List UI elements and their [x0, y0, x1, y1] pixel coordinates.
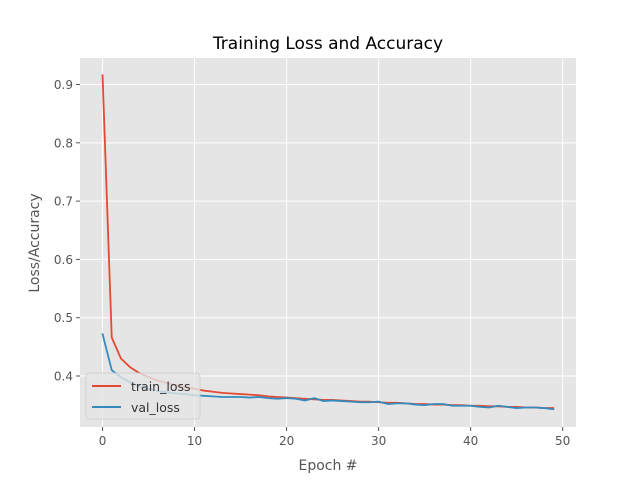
x-tick-label: 10 [187, 434, 202, 448]
x-tick-label: 50 [555, 434, 570, 448]
ticks: 0 10 20 30 40 50 0.4 0.5 0.6 0.7 0.8 0.9 [54, 78, 570, 448]
y-tick-label: 0.8 [54, 136, 73, 150]
y-tick-label: 0.6 [54, 253, 73, 267]
legend-train-loss-label: train_loss [131, 379, 191, 394]
plot-background [80, 58, 576, 427]
x-tick-label: 20 [279, 434, 294, 448]
x-tick-label: 0 [99, 434, 107, 448]
y-tick-label: 0.5 [54, 311, 73, 325]
y-tick-label: 0.7 [54, 195, 73, 209]
y-tick-label: 0.4 [54, 369, 73, 383]
legend-val-loss-label: val_loss [131, 400, 180, 415]
chart-title: Training Loss and Accuracy [212, 34, 443, 54]
x-axis-label: Epoch # [298, 458, 357, 474]
x-tick-label: 30 [371, 434, 386, 448]
y-axis-label: Loss/Accuracy [27, 193, 43, 292]
y-tick-label: 0.9 [54, 78, 73, 92]
x-tick-label: 40 [463, 434, 478, 448]
legend: train_loss val_loss [85, 372, 201, 420]
